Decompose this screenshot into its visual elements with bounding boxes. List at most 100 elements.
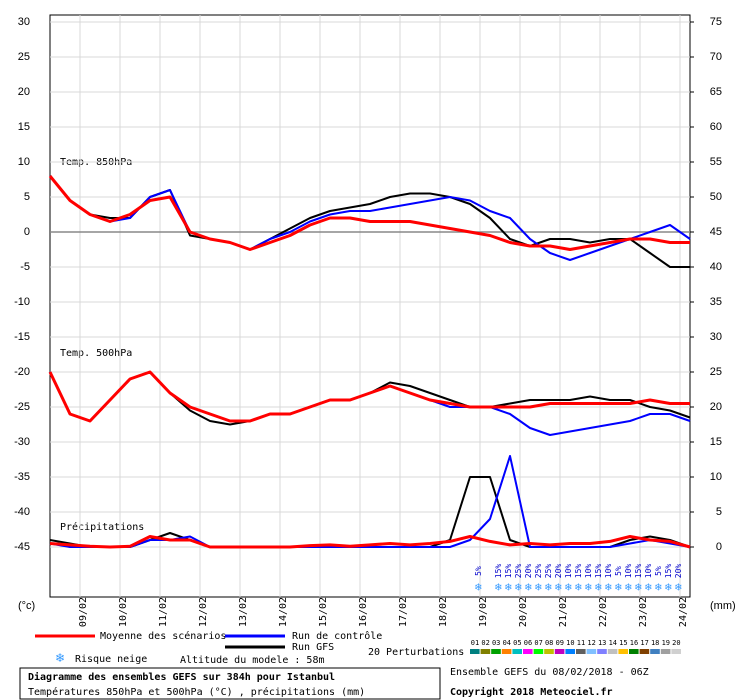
perturbation-swatch	[533, 649, 544, 654]
y-tick-label: 15	[18, 121, 30, 133]
y2-tick-label: 45	[710, 226, 722, 238]
altitude: Altitude du modele : 58m	[180, 655, 325, 666]
y2-tick-label: 5	[716, 506, 722, 518]
snow-icon: ❄	[594, 583, 602, 594]
x-tick-label: 15/02	[318, 597, 329, 627]
y-tick-label: -15	[14, 331, 30, 343]
perturbation-number: 17	[640, 639, 648, 647]
series-line	[48, 175, 690, 251]
y-tick-label: -35	[14, 471, 30, 483]
snow-icon: ❄	[674, 583, 682, 594]
perturbation-number: 10	[566, 639, 574, 647]
snow-risk-label: 5%	[474, 566, 483, 576]
snow-risk-label: 25%	[534, 564, 543, 579]
snow-risk-label: 15%	[574, 564, 583, 579]
snow-risk-label: 15%	[494, 564, 503, 579]
y-tick-label: 30	[18, 16, 30, 28]
perturbation-number: 09	[556, 639, 564, 647]
perturbation-swatch	[660, 649, 671, 654]
x-tick-label: 13/02	[238, 597, 249, 627]
series-line	[49, 455, 691, 548]
perturbation-number: 12	[587, 639, 595, 647]
snow-risk-label: 15%	[664, 564, 673, 579]
perturbation-number: 02	[481, 639, 489, 647]
panel-label: Temp. 500hPa	[60, 348, 132, 359]
y-tick-label: -10	[14, 296, 30, 308]
perturbation-number: 06	[524, 639, 532, 647]
y-unit: (°c)	[18, 600, 35, 612]
snow-risk-label: 25%	[514, 564, 523, 579]
legend-label: Run de contrôle	[292, 630, 382, 642]
perturbation-number: 11	[577, 639, 585, 647]
x-tick-label: 19/02	[478, 597, 489, 627]
y-tick-label: 0	[24, 226, 30, 238]
perturbation-swatch	[576, 649, 586, 654]
snow-risk-label: 20%	[524, 564, 533, 579]
y2-tick-label: 20	[710, 401, 722, 413]
y-tick-label: 20	[18, 86, 30, 98]
legend-label: Run GFS	[292, 642, 334, 653]
y2-tick-label: 50	[710, 191, 722, 203]
perturbation-number: 19	[662, 639, 670, 647]
plot-frame	[49, 14, 691, 598]
copyright: Copyright 2018 Meteociel.fr	[450, 686, 613, 698]
perturbation-number: 03	[492, 639, 500, 647]
snow-icon: ❄	[544, 583, 552, 594]
perturbation-number: 01	[471, 639, 479, 647]
chart-subtitle: Températures 850hPa et 500hPa (°C) , pré…	[28, 686, 365, 698]
x-tick-label: 17/02	[398, 597, 409, 627]
snow-risk-label: 20%	[554, 564, 563, 579]
y-tick-label: 5	[24, 191, 30, 203]
perturbation-number: 05	[513, 639, 521, 647]
perturbation-swatch	[650, 649, 660, 654]
perturbation-swatch	[491, 649, 501, 654]
perturbation-swatch	[512, 649, 522, 654]
y2-tick-label: 60	[710, 121, 722, 133]
snow-risk-label: 15%	[504, 564, 513, 579]
run-info: Ensemble GEFS du 08/02/2018 - 06Z	[450, 667, 649, 678]
y2-unit: (mm)	[710, 600, 736, 612]
y2-tick-label: 75	[710, 16, 722, 28]
perturbation-number: 13	[598, 639, 606, 647]
y2-tick-label: 30	[710, 331, 722, 343]
y2-tick-label: 65	[710, 86, 722, 98]
perturbation-swatch	[523, 649, 533, 654]
x-tick-label: 24/02	[678, 597, 689, 627]
snow-icon: ❄	[554, 583, 562, 594]
y2-tick-label: 40	[710, 261, 722, 273]
x-tick-label: 16/02	[358, 597, 369, 627]
snow-icon: ❄	[514, 583, 522, 594]
snow-icon: ❄	[604, 583, 612, 594]
snow-icon: ❄	[634, 583, 642, 594]
snow-risk-label: 5%	[614, 566, 623, 576]
snow-icon: ❄	[524, 583, 532, 594]
snow-risk-label: 15%	[634, 564, 643, 579]
y2-tick-label: 15	[710, 436, 722, 448]
snow-risk-label: 20%	[674, 564, 683, 579]
series-line	[48, 370, 690, 423]
snow-icon: ❄	[614, 583, 622, 594]
panel-label: Précipitations	[60, 521, 144, 533]
perturbation-swatch	[597, 649, 607, 654]
x-tick-label: 11/02	[158, 597, 169, 627]
legend-label: Moyenne des scénarios	[100, 630, 226, 642]
y-tick-label: -40	[14, 506, 30, 518]
snow-legend: Risque neige	[75, 654, 147, 665]
snow-risk-label: 10%	[644, 564, 653, 579]
title-box	[19, 667, 441, 700]
snow-icon: ❄	[624, 583, 632, 594]
y2-tick-label: 0	[716, 541, 722, 553]
y-tick-label: -45	[14, 541, 30, 553]
grid	[50, 15, 690, 597]
x-tick-label: 23/02	[638, 597, 649, 627]
y2-tick-label: 10	[710, 471, 722, 483]
perturbation-number: 04	[503, 639, 511, 647]
chart-title: Diagramme des ensembles GEFS sur 384h po…	[28, 671, 335, 683]
perturbation-number: 18	[651, 639, 659, 647]
x-tick-label: 20/02	[518, 597, 529, 627]
snow-icon: ❄	[664, 583, 672, 594]
perturbation-number: 16	[630, 639, 638, 647]
snow-icon: ❄	[494, 583, 502, 594]
x-tick-label: 10/02	[118, 597, 129, 627]
